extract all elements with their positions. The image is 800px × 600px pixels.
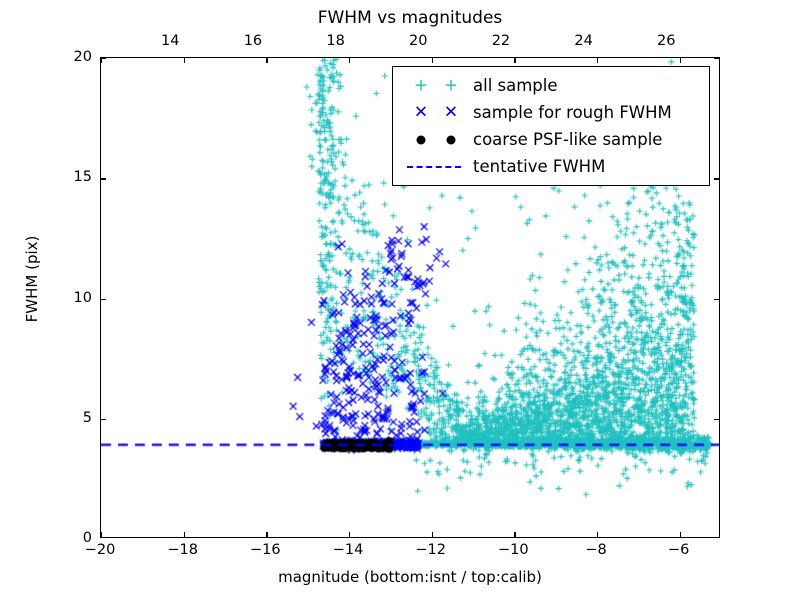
- x-tick: [514, 58, 516, 63]
- y-tick: [101, 58, 106, 60]
- x-tick: [514, 532, 516, 537]
- x-ticklabel-bottom: −18: [167, 542, 198, 558]
- y-ticklabel: 20: [73, 49, 92, 65]
- x-ticklabel-bottom: −10: [498, 542, 529, 558]
- y-tick: [714, 178, 719, 180]
- y-tick: [101, 418, 106, 421]
- x-tick: [431, 532, 433, 537]
- x-tick: [266, 58, 268, 63]
- x-ticklabel-top: 16: [243, 33, 263, 49]
- y-tick: [101, 178, 106, 180]
- y-ticklabel: 0: [82, 530, 92, 546]
- x-ticklabel-top: 20: [409, 33, 428, 49]
- legend-entry[interactable]: coarse PSF-like sample: [399, 126, 701, 153]
- x-tick: [679, 58, 681, 63]
- x-tick: [597, 58, 599, 63]
- x-ticklabel-bottom: −16: [250, 542, 281, 558]
- legend-marker-crdotss-icon: ✕ ✕: [413, 102, 459, 122]
- y-tick: [101, 298, 106, 300]
- legend-label: coarse PSF-like sample: [473, 130, 663, 149]
- x-ticklabel-top: 24: [574, 33, 593, 49]
- x-ticklabel-bottom: −14: [332, 542, 364, 558]
- x-tick: [597, 532, 599, 537]
- page-title: FWHM vs magnitudes: [317, 8, 503, 28]
- y-ticklabel: 15: [73, 169, 92, 186]
- legend-label: sample for rough FWHM: [473, 103, 672, 122]
- legend-marker-plus-icon: + +: [413, 75, 459, 95]
- x-ticklabel-top: 18: [326, 33, 345, 49]
- legend-marker-dot-icon: [399, 126, 473, 153]
- y-tick: [714, 418, 719, 421]
- x-ticklabel-bottom: −8: [585, 542, 607, 558]
- y-ticklabel: 10: [73, 289, 92, 306]
- x-ticklabel-bottom: −12: [415, 542, 446, 558]
- x-ticklabel-top: 14: [161, 33, 180, 49]
- y-axis-label: FWHM (pix): [23, 235, 41, 323]
- x-tick: [183, 58, 185, 63]
- chart-legend: + + all sample ✕ ✕ sample for rough FWHM coars…: [392, 66, 710, 186]
- x-ticklabel-bottom: −20: [84, 542, 116, 558]
- legend-entry[interactable]: + + all sample: [399, 72, 701, 99]
- legend-label: all sample: [473, 76, 558, 95]
- legend-label: tentative FWHM: [473, 157, 606, 176]
- y-tick: [714, 58, 719, 60]
- legend-marker-dash-icon: [399, 153, 473, 180]
- x-axis-label: magnitude (bottom:isnt / top:calib): [278, 568, 542, 586]
- x-tick: [266, 532, 268, 537]
- x-tick: [101, 532, 103, 537]
- y-tick: [714, 298, 719, 300]
- x-tick: [679, 532, 681, 537]
- x-ticklabel-top: 22: [491, 33, 511, 49]
- x-ticklabel-top: 26: [657, 33, 676, 49]
- x-tick: [431, 58, 433, 63]
- y-ticklabel: 5: [82, 409, 92, 426]
- x-tick: [183, 532, 185, 537]
- x-tick: [349, 58, 351, 63]
- legend-entry[interactable]: tentative FWHM: [399, 153, 701, 180]
- x-tick: [349, 532, 351, 537]
- legend-entry[interactable]: ✕ ✕ sample for rough FWHM: [399, 99, 701, 126]
- x-ticklabel-bottom: −6: [667, 542, 690, 558]
- x-tick: [101, 58, 103, 63]
